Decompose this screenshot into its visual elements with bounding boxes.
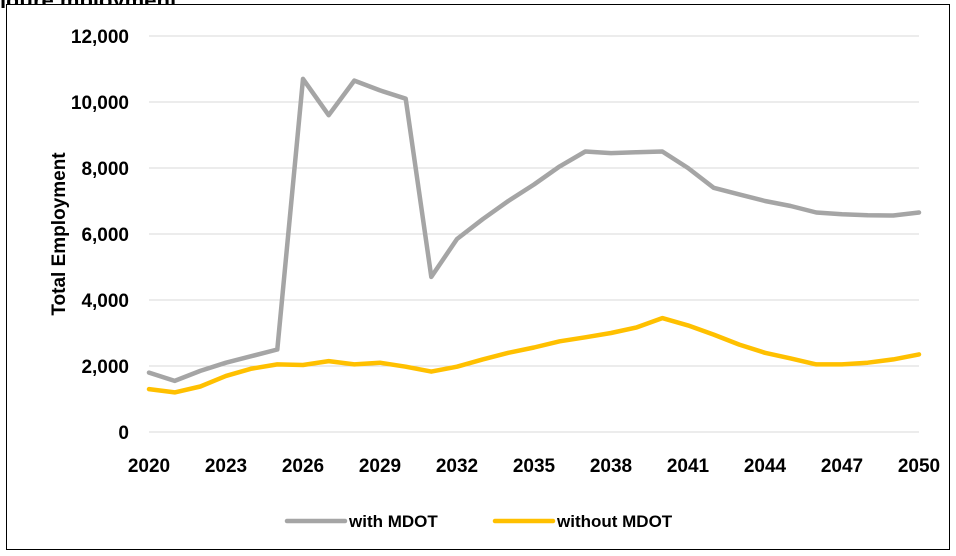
series-line-without-mdot (146, 315, 922, 395)
x-tick-label: 2023 (205, 456, 247, 477)
y-tick-label: 8,000 (81, 159, 129, 180)
series-lines (146, 76, 922, 395)
x-tick-label: 2026 (282, 456, 324, 477)
legend-item: without MDOT (492, 512, 673, 531)
legend: with MDOT without MDOT (284, 512, 673, 531)
y-tick-label: 0 (118, 423, 129, 444)
legend-item: with MDOT (284, 512, 438, 531)
x-tick-label: 2041 (667, 456, 710, 477)
x-tick-label: 2020 (128, 456, 170, 477)
y-tick-label: 4,000 (81, 291, 129, 312)
legend-label: with MDOT (348, 512, 438, 531)
x-tick-label: 2032 (436, 456, 478, 477)
y-tick-label: 6,000 (81, 225, 129, 246)
y-tick-label: 10,000 (71, 93, 129, 114)
x-tick-label: 2050 (898, 456, 940, 477)
gridlines (149, 35, 919, 433)
x-tick-label: 2044 (744, 456, 787, 477)
chart-frame: 0 2,000 4,000 6,000 8,000 10,000 12,000 2020 20… (6, 4, 950, 550)
x-axis-tick-labels: 2020 2023 2026 2029 2032 2035 2038 2041 2044 2047… (128, 456, 940, 477)
x-tick-label: 2035 (513, 456, 556, 477)
x-tick-label: 2038 (590, 456, 632, 477)
x-tick-label: 2047 (821, 456, 863, 477)
y-axis-tick-labels: 0 2,000 4,000 6,000 8,000 10,000 12,000 (71, 27, 129, 444)
y-tick-label: 2,000 (81, 357, 129, 378)
legend-label: without MDOT (556, 512, 673, 531)
series-line-with-mdot (146, 76, 922, 384)
y-axis-label: Total Employment (49, 152, 70, 316)
y-tick-label: 12,000 (71, 27, 129, 48)
x-tick-label: 2029 (359, 456, 401, 477)
